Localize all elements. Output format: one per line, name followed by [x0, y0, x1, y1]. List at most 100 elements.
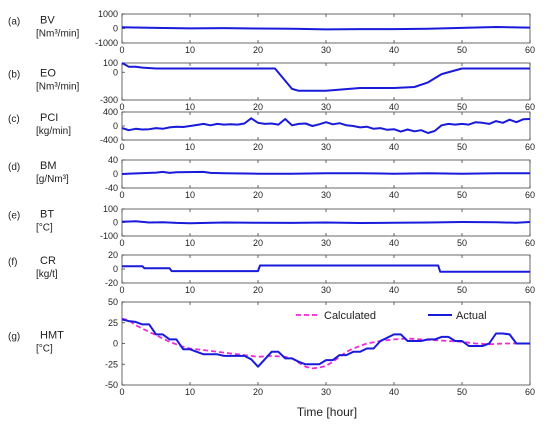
x-tick-label: 40	[389, 142, 399, 152]
series-line-actual	[121, 318, 530, 368]
x-tick-label: 10	[185, 45, 195, 55]
y-tick-label: 0	[113, 264, 118, 274]
panel-name: HMT	[40, 330, 64, 342]
y-tick-label: 0	[113, 339, 118, 349]
panel-unit: [kg/t]	[36, 269, 58, 280]
x-tick-label: 10	[185, 387, 195, 397]
y-tick-label: -25	[105, 359, 118, 369]
panel-tag: (a)	[8, 17, 20, 28]
panel-unit: [°C]	[36, 344, 53, 355]
x-tick-label: 30	[321, 285, 331, 295]
x-tick-label: 50	[457, 387, 467, 397]
y-tick-label: -20	[105, 278, 118, 288]
y-tick-label: 400	[103, 107, 118, 117]
x-tick-label: 50	[457, 238, 467, 248]
x-tick-label: 60	[525, 190, 535, 200]
series-line-bm	[121, 170, 530, 175]
legend: Calculated Actual	[296, 310, 487, 322]
x-tick-label: 60	[525, 142, 535, 152]
x-tick-label: 50	[457, 102, 467, 112]
x-tick-label: 60	[525, 285, 535, 295]
y-tick-label: 50	[108, 297, 118, 307]
legend-label-calculated: Calculated	[324, 310, 376, 322]
panel-name: CR	[40, 255, 56, 267]
legend-label-actual: Actual	[456, 310, 487, 322]
y-tick-label: 1000	[98, 9, 118, 19]
panel-unit: [g/Nm³]	[36, 174, 69, 185]
x-tick-label: 60	[525, 238, 535, 248]
x-tick-label: 60	[525, 387, 535, 397]
series-line-bt	[121, 220, 531, 225]
x-tick-label: 20	[253, 387, 263, 397]
panel-name: BV	[40, 15, 55, 27]
x-tick-label: 20	[253, 102, 263, 112]
x-tick-label: 0	[119, 45, 124, 55]
plot-frame	[121, 254, 531, 284]
y-tick-label: 0	[113, 24, 118, 34]
panel-bt: (e) BT[°C]1000-1000 10 20 30 40 50 60	[8, 204, 535, 248]
x-tick-label: 30	[321, 238, 331, 248]
y-tick-label: -50	[105, 380, 118, 390]
x-tick-label: 30	[321, 142, 331, 152]
x-tick-label: 10	[185, 190, 195, 200]
y-tick-label: 20	[108, 250, 118, 260]
y-tick-label: 0	[113, 121, 118, 131]
panel-bm: (d) BM[g/Nm³]400-400 10 20 30 40 50 60	[8, 155, 535, 200]
x-tick-label: 0	[119, 238, 124, 248]
panel-unit: [°C]	[36, 223, 53, 234]
panel-tag: (f)	[8, 257, 17, 268]
panel-name: PCI	[40, 112, 58, 124]
x-tick-label: 60	[525, 45, 535, 55]
x-tick-label: 40	[389, 238, 399, 248]
x-tick-label: 50	[457, 45, 467, 55]
x-tick-label: 60	[525, 102, 535, 112]
x-tick-label: 0	[119, 142, 124, 152]
x-tick-label: 40	[389, 102, 399, 112]
x-tick-label: 10	[185, 285, 195, 295]
x-tick-label: 40	[389, 45, 399, 55]
x-tick-label: 20	[253, 190, 263, 200]
y-tick-label: 0	[113, 169, 118, 179]
x-tick-label: 50	[457, 285, 467, 295]
panel-name: BM	[40, 160, 57, 172]
series-line-cr	[122, 264, 530, 273]
x-tick-label: 10	[185, 102, 195, 112]
panel-name: EO	[40, 68, 56, 80]
y-tick-label: -100	[100, 231, 118, 241]
series-line-pci	[121, 117, 531, 134]
x-tick-label: 20	[253, 238, 263, 248]
y-tick-label: -1000	[95, 38, 118, 48]
x-tick-label: 40	[389, 387, 399, 397]
x-tick-label: 0	[119, 190, 124, 200]
x-tick-label: 10	[185, 142, 195, 152]
y-tick-label: 0	[113, 67, 118, 77]
x-tick-label: 30	[321, 190, 331, 200]
x-tick-label: 30	[321, 45, 331, 55]
series-line-calculated	[121, 317, 530, 370]
x-tick-label: 30	[321, 102, 331, 112]
x-tick-label: 40	[389, 285, 399, 295]
panel-unit: [kg/min]	[36, 126, 71, 137]
x-tick-label: 50	[457, 190, 467, 200]
panel-tag: (e)	[8, 211, 20, 222]
panel-tag: (g)	[8, 332, 20, 343]
series-line-eo	[121, 62, 530, 92]
x-axis-label: Time [hour]	[297, 405, 357, 419]
y-tick-label: -300	[100, 95, 118, 105]
y-tick-label: 100	[103, 58, 118, 68]
x-tick-label: 50	[457, 142, 467, 152]
panel-name: BT	[40, 209, 54, 221]
x-tick-label: 10	[185, 238, 195, 248]
x-tick-label: 0	[119, 387, 124, 397]
x-tick-label: 0	[119, 285, 124, 295]
y-tick-label: 40	[108, 155, 118, 165]
panel-cr: (f) CR[kg/t]200-200 10 20 30 40 50 60	[8, 250, 535, 295]
x-tick-label: 20	[253, 285, 263, 295]
x-tick-label: 0	[119, 102, 124, 112]
